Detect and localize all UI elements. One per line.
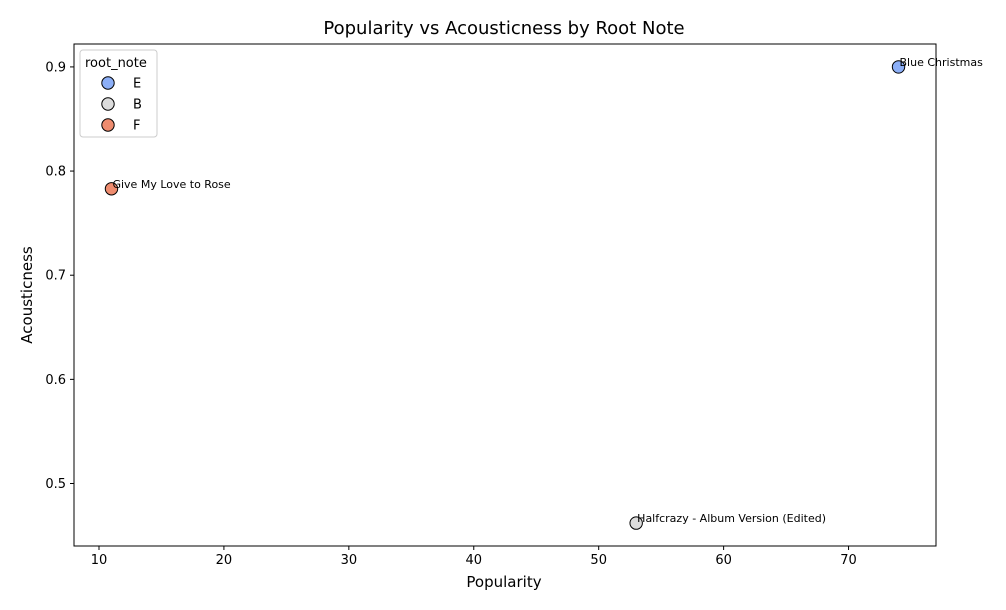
data-point bbox=[104, 182, 119, 196]
legend-box bbox=[79, 49, 158, 138]
plot-area bbox=[73, 43, 937, 547]
data-points: Blue Christmas Halfcrazy - Album Version … bbox=[104, 56, 984, 530]
x-axis-ticks: 10 20 30 40 50 60 70 bbox=[91, 546, 857, 568]
x-tick-label: 60 bbox=[715, 553, 732, 568]
x-tick-label: 10 bbox=[91, 553, 108, 568]
y-tick-label: 0.8 bbox=[45, 165, 66, 180]
data-point bbox=[891, 60, 906, 74]
y-axis-ticks: 0.5 0.6 0.7 0.8 0.9 bbox=[45, 60, 74, 492]
x-tick-label: 30 bbox=[341, 553, 358, 568]
point-annotation: Blue Christmas bbox=[900, 56, 984, 69]
y-tick-label: 0.9 bbox=[45, 60, 66, 75]
legend-title: root_note bbox=[85, 56, 147, 71]
y-tick-label: 0.7 bbox=[45, 269, 66, 284]
chart-title: Popularity vs Acousticness by Root Note bbox=[323, 18, 684, 39]
x-tick-label: 40 bbox=[465, 553, 482, 568]
legend-marker bbox=[101, 76, 115, 90]
legend-marker bbox=[101, 97, 115, 111]
legend: root_note EBF bbox=[79, 49, 158, 138]
legend-marker bbox=[101, 118, 115, 132]
x-axis-label: Popularity bbox=[466, 573, 541, 591]
x-tick-label: 50 bbox=[590, 553, 607, 568]
x-tick-label: 20 bbox=[216, 553, 233, 568]
legend-label: F bbox=[133, 119, 140, 134]
legend-label: B bbox=[133, 98, 142, 113]
y-tick-label: 0.5 bbox=[45, 477, 66, 492]
y-tick-label: 0.6 bbox=[45, 373, 66, 388]
point-annotation: Give My Love to Rose bbox=[112, 178, 230, 191]
y-axis-label: Acousticness bbox=[18, 246, 36, 344]
point-annotation: Halfcrazy - Album Version (Edited) bbox=[637, 512, 826, 525]
x-tick-label: 70 bbox=[840, 553, 857, 568]
plot-frame bbox=[73, 43, 937, 547]
data-point bbox=[629, 516, 643, 530]
legend-label: E bbox=[133, 77, 141, 92]
